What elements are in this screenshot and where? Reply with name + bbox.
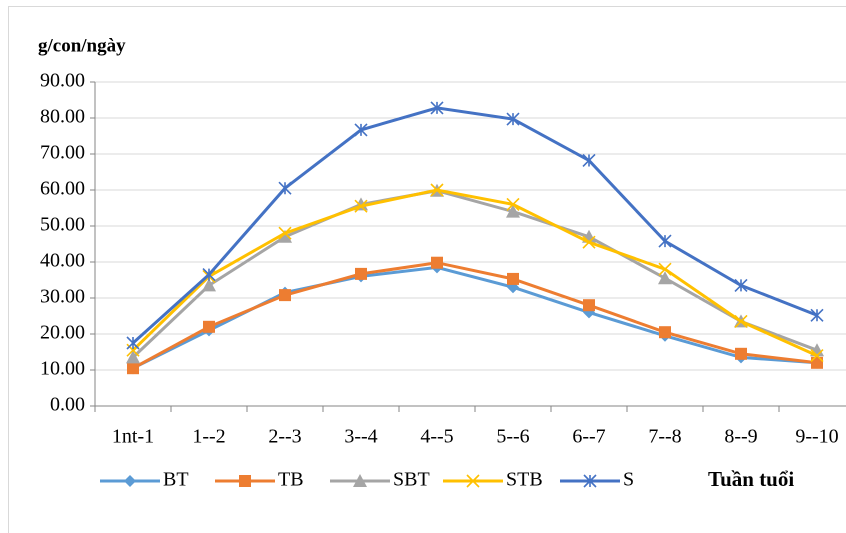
y-tick-label: 60.00	[40, 178, 85, 200]
x-tick-label: 7--8	[648, 426, 681, 448]
data-point	[355, 267, 367, 280]
legend-label: S	[623, 469, 634, 491]
legend-marker	[124, 475, 136, 487]
series-line	[131, 189, 818, 359]
series-line	[131, 188, 818, 357]
y-tick-label: 30.00	[40, 286, 85, 308]
data-point	[430, 101, 444, 115]
legend-label: BT	[163, 469, 189, 491]
data-point	[658, 262, 672, 276]
data-point	[583, 299, 595, 312]
data-point	[126, 336, 140, 350]
y-tick-label: 50.00	[40, 214, 85, 236]
data-point	[354, 123, 368, 137]
y-tick-label: 40.00	[40, 250, 85, 272]
x-tick-label: 8--9	[724, 426, 757, 448]
x-tick-label: 9--10	[795, 426, 838, 448]
data-point	[203, 320, 215, 333]
data-point	[126, 350, 140, 364]
y-tick-label: 0.00	[50, 394, 85, 416]
data-point	[506, 112, 520, 126]
data-point	[735, 347, 747, 360]
x-axis-label: Tuần tuổi	[708, 467, 794, 491]
y-tick-label: 90.00	[40, 70, 85, 92]
data-point	[659, 326, 671, 339]
data-point	[431, 256, 443, 269]
data-point	[582, 153, 596, 168]
legend-marker	[353, 474, 367, 487]
data-point	[734, 314, 748, 328]
data-point	[811, 356, 823, 369]
x-tick-label: 6--7	[572, 426, 605, 448]
data-point	[202, 268, 216, 282]
data-point	[658, 234, 672, 248]
legend-marker	[583, 474, 597, 488]
data-point	[127, 362, 139, 375]
legend-marker	[466, 474, 480, 488]
x-tick-label: 2--3	[268, 426, 301, 448]
data-point	[354, 199, 368, 213]
data-point	[202, 278, 216, 292]
data-point	[658, 271, 672, 285]
y-tick-label: 80.00	[40, 106, 85, 128]
data-point	[506, 197, 520, 211]
y-tick-label: 10.00	[40, 358, 85, 380]
x-tick-label: 4--5	[420, 426, 453, 448]
x-tick-label: 1nt-1	[112, 426, 154, 448]
data-point	[506, 204, 520, 218]
data-point	[810, 308, 824, 322]
data-point	[279, 289, 291, 302]
x-tick-label: 1--2	[192, 426, 225, 448]
data-point	[734, 278, 748, 292]
legend-marker	[239, 475, 251, 487]
y-tick-label: 70.00	[40, 142, 85, 164]
data-point	[810, 349, 824, 363]
legend-label: STB	[506, 469, 543, 491]
data-point	[278, 181, 292, 195]
series-line	[132, 261, 818, 370]
legend-label: TB	[278, 469, 304, 491]
x-tick-label: 5--6	[496, 426, 529, 448]
y-axis-label: g/con/ngày	[38, 35, 126, 56]
series-line	[131, 106, 818, 345]
x-tick-label: 3--4	[344, 426, 377, 448]
data-point	[430, 183, 444, 197]
data-point	[507, 272, 519, 285]
data-point	[582, 235, 596, 249]
legend-label: SBT	[393, 469, 430, 491]
data-point	[278, 226, 292, 240]
y-tick-label: 20.00	[40, 322, 85, 344]
data-point	[278, 229, 292, 243]
